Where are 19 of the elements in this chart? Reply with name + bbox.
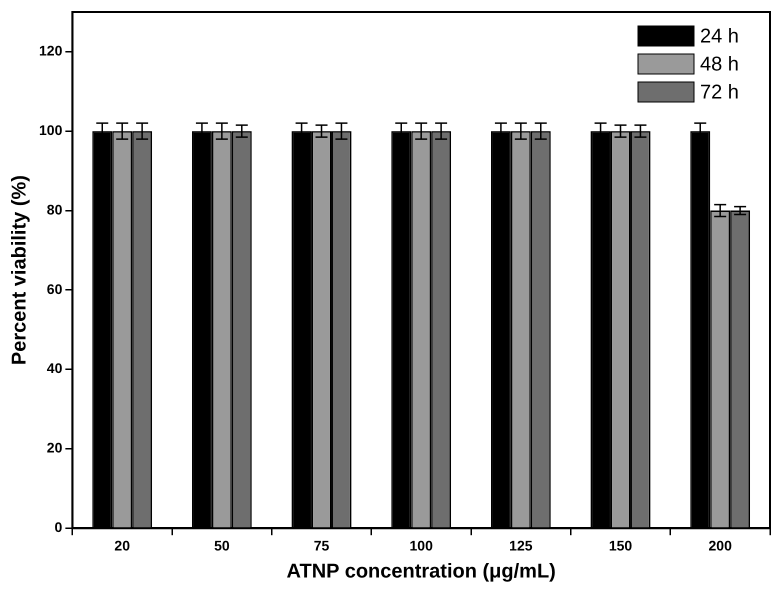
y-tick-label: 80 [46, 201, 63, 218]
legend-label: 24 h [700, 26, 739, 48]
y-tick-label: 40 [46, 360, 63, 376]
y-axis-title: Percent viability (%) [8, 175, 31, 366]
x-tick-label: 75 [314, 537, 330, 554]
x-tick-label: 125 [509, 537, 533, 554]
x-axis-title: ATNP concentration (μg/mL) [286, 560, 556, 583]
x-tick-label: 20 [114, 537, 130, 554]
y-tick-label: 60 [46, 280, 63, 297]
legend-label: 72 h [700, 82, 739, 104]
y-tick-label: 100 [39, 122, 63, 138]
x-tick-label: 50 [214, 537, 230, 554]
y-tick-label: 0 [54, 519, 63, 536]
y-tick-label: 120 [39, 42, 63, 59]
y-tick-label: 20 [46, 440, 63, 456]
x-tick-label: 150 [608, 537, 632, 554]
x-tick-label: 200 [708, 537, 732, 554]
x-tick-label: 100 [410, 537, 434, 554]
legend-label: 48 h [700, 54, 739, 76]
